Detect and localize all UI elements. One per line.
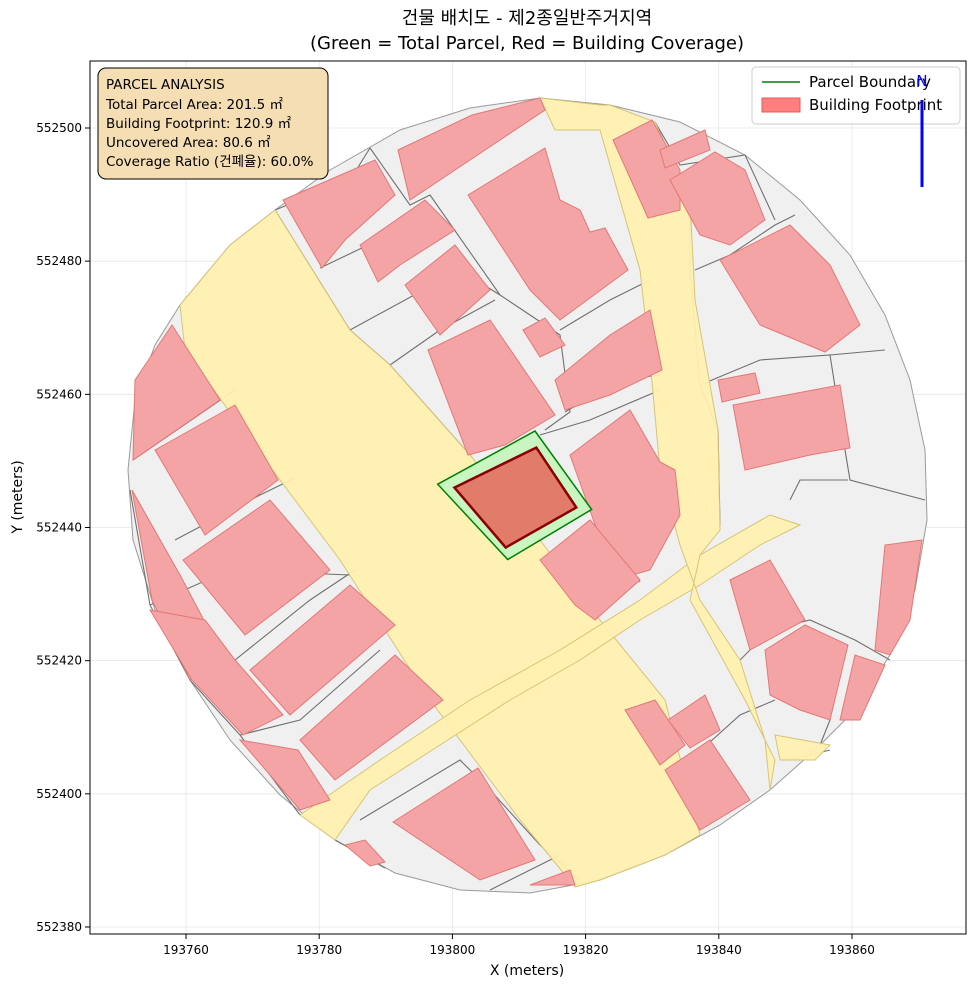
legend-label-parcel: Parcel Boundary: [809, 73, 931, 91]
info-line: Coverage Ratio (건폐율): 60.0%: [106, 154, 314, 170]
building-footprint: [238, 739, 331, 811]
building-footprint: [729, 559, 806, 651]
building-footprint: [667, 694, 721, 749]
building-footprint: [732, 384, 851, 471]
y-tick-label: 552380: [36, 920, 82, 934]
building-footprint: [764, 624, 849, 721]
target-footprint: [452, 445, 579, 550]
building-footprint: [529, 869, 576, 886]
x-tick-label: 193760: [163, 943, 209, 957]
legend: Parcel Boundary Building Footprint: [751, 66, 961, 125]
building-footprint: [874, 539, 923, 656]
building-footprint: [392, 767, 536, 881]
legend-frame: [751, 66, 961, 125]
building-footprint: [839, 654, 886, 721]
info-box: PARCEL ANALYSIS Total Parcel Area: 201.5…: [97, 67, 329, 180]
x-axis-label: X (meters): [490, 963, 564, 979]
x-tick-label: 193800: [429, 943, 475, 957]
road-small: [774, 734, 832, 761]
y-tick-label: 552460: [36, 387, 82, 401]
building-footprint: [554, 309, 663, 411]
lot-line: [694, 214, 796, 271]
north-arrow: N: [916, 72, 928, 187]
chart-title: 건물 배치도 - 제2종일반주거지역: [402, 8, 652, 29]
building-footprint: [299, 654, 444, 781]
axes-frame: [89, 60, 967, 935]
building-footprint: [624, 699, 686, 766]
y-tick-label: 552400: [36, 787, 82, 801]
lot-line: [559, 279, 651, 331]
lot-line: [539, 389, 661, 436]
info-line: Total Parcel Area: 201.5 ㎡: [105, 97, 283, 113]
building-footprint: [719, 224, 861, 353]
y-tick-label: 552500: [36, 121, 82, 135]
lot-line: [829, 349, 886, 356]
y-axis: 552380 552400 552420 552440 552460 552480 5525…: [36, 121, 90, 934]
building-footprint: [427, 319, 556, 456]
building-footprint: [182, 499, 331, 636]
building-footprint: [669, 151, 766, 246]
y-axis-label: Y (meters): [10, 460, 26, 534]
building-footprint: [359, 199, 456, 283]
building-footprint: [539, 519, 641, 621]
road-cross: [299, 514, 802, 841]
building-footprint: [467, 147, 629, 321]
x-tick-label: 193860: [829, 943, 875, 957]
lot-line: [489, 854, 561, 891]
x-tick-label: 193820: [563, 943, 609, 957]
building-footprint: [522, 317, 566, 358]
building-footprint: [397, 97, 546, 201]
x-axis: 193760 193780 193800 193820 193840 193860: [163, 934, 875, 957]
building-footprint: [132, 324, 221, 461]
map-layer: [127, 97, 928, 894]
building-footprint: [404, 244, 491, 336]
y-tick-label: 552420: [36, 654, 82, 668]
x-tick-label: 193840: [696, 943, 742, 957]
lot-line: [789, 479, 848, 501]
neighbor-buildings: [131, 97, 923, 886]
building-footprint: [154, 404, 279, 536]
info-heading: PARCEL ANALYSIS: [106, 77, 225, 93]
info-line: Building Footprint: 120.9 ㎡: [106, 116, 292, 132]
info-box-background: [97, 67, 329, 180]
lot-line: [239, 649, 381, 736]
building-footprint: [664, 739, 751, 831]
chart-subtitle: (Green = Total Parcel, Red = Building Co…: [310, 33, 744, 54]
building-footprint: [149, 609, 284, 736]
building-footprint: [717, 372, 761, 403]
building-footprint: [249, 584, 396, 716]
x-tick-label: 193780: [296, 943, 342, 957]
y-tick-label: 552480: [36, 254, 82, 268]
building-footprint: [659, 129, 711, 169]
north-arrow-label: N: [916, 72, 927, 90]
y-tick-label: 552440: [36, 521, 82, 535]
road-main-diagonal: [179, 209, 701, 888]
building-footprint: [282, 159, 396, 269]
legend-swatch-building: [761, 97, 801, 113]
info-line: Uncovered Area: 80.6 ㎡: [106, 135, 271, 151]
legend-label-building: Building Footprint: [809, 96, 942, 114]
building-footprint: [343, 839, 386, 867]
